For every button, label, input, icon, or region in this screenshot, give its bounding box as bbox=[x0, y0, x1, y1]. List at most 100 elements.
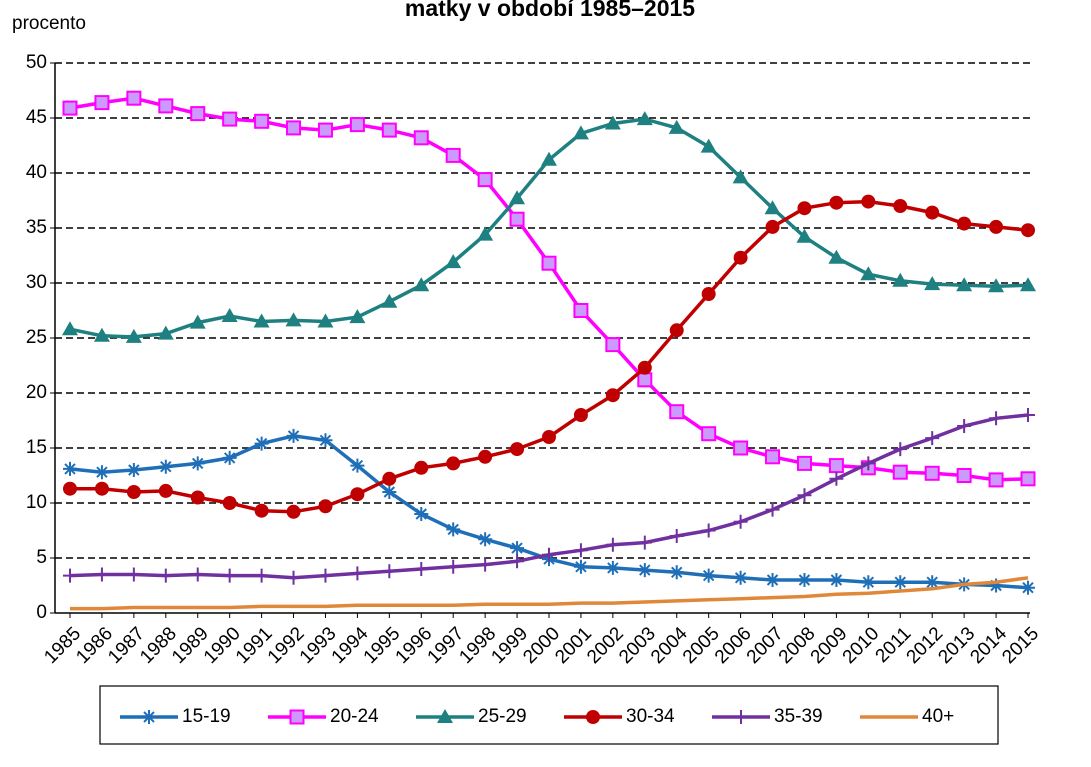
marker bbox=[286, 428, 301, 443]
marker bbox=[349, 309, 366, 324]
marker bbox=[318, 499, 333, 514]
x-tick-label: 1986 bbox=[72, 623, 117, 668]
x-tick-label: 1991 bbox=[232, 623, 277, 668]
y-tick-label: 50 bbox=[26, 52, 47, 73]
legend-label: 15-19 bbox=[182, 706, 231, 727]
marker bbox=[254, 503, 269, 518]
marker bbox=[222, 568, 237, 583]
marker bbox=[350, 458, 365, 473]
marker bbox=[157, 325, 174, 340]
x-tick-label: 1996 bbox=[392, 623, 437, 668]
marker bbox=[158, 459, 173, 474]
marker bbox=[765, 449, 781, 465]
x-tick-label: 2006 bbox=[711, 623, 756, 668]
marker bbox=[669, 565, 684, 580]
marker bbox=[318, 433, 333, 448]
y-axis-label: procento bbox=[12, 13, 86, 34]
marker bbox=[382, 564, 397, 579]
marker bbox=[860, 266, 877, 281]
marker bbox=[956, 468, 972, 483]
marker bbox=[126, 485, 141, 499]
chart-title: matky v období 1985–2015 bbox=[405, 0, 695, 21]
marker bbox=[62, 100, 78, 116]
marker bbox=[925, 575, 940, 590]
marker bbox=[701, 287, 716, 301]
marker bbox=[668, 119, 685, 134]
x-tick-label: 1987 bbox=[104, 623, 149, 668]
marker bbox=[509, 211, 525, 227]
marker bbox=[446, 559, 461, 574]
x-tick-label: 2000 bbox=[519, 623, 564, 668]
marker bbox=[126, 463, 141, 477]
marker bbox=[541, 255, 557, 271]
marker bbox=[573, 303, 589, 318]
series-line bbox=[70, 576, 1029, 611]
x-tick-label: 2005 bbox=[679, 623, 724, 668]
marker bbox=[733, 250, 748, 265]
marker bbox=[765, 502, 780, 517]
marker bbox=[957, 216, 972, 231]
marker bbox=[510, 554, 525, 569]
x-tick-label: 2012 bbox=[903, 623, 948, 668]
marker bbox=[414, 507, 429, 521]
marker bbox=[478, 449, 493, 464]
marker bbox=[829, 195, 844, 210]
marker bbox=[253, 313, 270, 328]
marker bbox=[190, 490, 205, 505]
marker bbox=[989, 578, 1004, 593]
marker bbox=[797, 488, 812, 503]
marker bbox=[350, 566, 365, 581]
marker bbox=[477, 172, 493, 188]
y-tick-label: 45 bbox=[26, 107, 47, 128]
x-tick-label: 1999 bbox=[487, 623, 532, 668]
marker bbox=[797, 573, 812, 587]
x-tick-label: 2001 bbox=[551, 623, 596, 668]
marker bbox=[893, 199, 908, 213]
x-tick-label: 2013 bbox=[934, 623, 979, 668]
marker bbox=[126, 567, 141, 582]
marker bbox=[796, 228, 813, 243]
marker bbox=[733, 570, 748, 585]
marker bbox=[510, 541, 525, 556]
marker bbox=[445, 254, 462, 269]
marker bbox=[828, 249, 845, 264]
x-tick-label: 2015 bbox=[998, 623, 1043, 668]
marker bbox=[222, 111, 238, 127]
marker bbox=[189, 314, 206, 329]
marker bbox=[605, 388, 620, 403]
legend-label: 30-34 bbox=[626, 706, 675, 727]
marker bbox=[286, 504, 301, 519]
marker bbox=[573, 559, 588, 574]
marker bbox=[446, 456, 461, 471]
marker bbox=[925, 431, 940, 446]
y-tick-label: 35 bbox=[26, 217, 47, 238]
x-tick-label: 1995 bbox=[360, 623, 405, 668]
y-tick-label: 40 bbox=[26, 162, 47, 183]
marker bbox=[1021, 223, 1035, 238]
marker bbox=[572, 125, 589, 140]
marker bbox=[286, 120, 302, 136]
marker bbox=[381, 293, 398, 308]
x-tick-label: 1985 bbox=[40, 623, 85, 668]
marker bbox=[861, 575, 876, 590]
marker bbox=[414, 562, 429, 576]
marker bbox=[828, 458, 844, 474]
marker bbox=[542, 430, 556, 444]
marker bbox=[541, 151, 557, 166]
marker bbox=[669, 323, 684, 338]
marker bbox=[190, 567, 205, 582]
x-tick-label: 2008 bbox=[775, 623, 820, 668]
marker bbox=[158, 568, 173, 583]
marker bbox=[956, 277, 973, 292]
marker bbox=[586, 710, 600, 724]
marker bbox=[478, 557, 493, 572]
marker bbox=[1020, 277, 1036, 292]
marker bbox=[62, 321, 78, 336]
marker bbox=[637, 563, 652, 578]
marker bbox=[94, 465, 109, 480]
x-tick-label: 2002 bbox=[583, 623, 628, 668]
legend-label: 40+ bbox=[922, 706, 954, 727]
legend-box bbox=[99, 685, 999, 745]
marker bbox=[158, 483, 173, 498]
